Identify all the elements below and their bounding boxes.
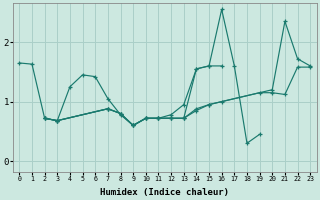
X-axis label: Humidex (Indice chaleur): Humidex (Indice chaleur) bbox=[100, 188, 229, 197]
